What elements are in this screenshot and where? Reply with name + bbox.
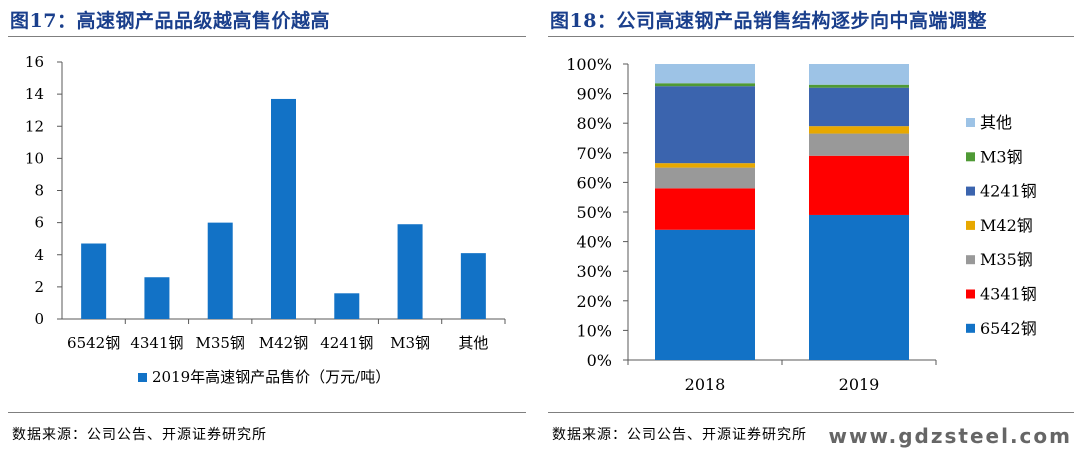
y-tick-label: 60% bbox=[576, 173, 612, 192]
stacked-bar-chart-structure: 0% 10% 20% 30% 40% 50% 60% 70% 80% 90% 100% 2018 201… bbox=[566, 55, 1037, 394]
stacked-segment bbox=[809, 214, 909, 360]
y-tick-label: 20% bbox=[576, 292, 612, 311]
stacked-segment bbox=[809, 84, 909, 88]
y-tick-label: 4 bbox=[34, 246, 44, 264]
bar bbox=[334, 293, 360, 319]
title-rule-right bbox=[548, 36, 1074, 37]
y-tick-label: 100% bbox=[566, 55, 612, 74]
stacked-segment bbox=[655, 64, 755, 84]
x-tick-label: M35钢 bbox=[195, 334, 244, 352]
legend-label: 其他 bbox=[980, 113, 1012, 132]
x-tick-label: 4341钢 bbox=[130, 334, 183, 352]
source-note-right: 数据来源：公司公告、开源证券研究所 bbox=[552, 427, 807, 443]
legend-swatch bbox=[966, 220, 975, 230]
stacked-segment bbox=[655, 83, 755, 87]
legend-swatch bbox=[966, 186, 975, 196]
y-tick-label: 40% bbox=[576, 233, 612, 252]
stacked-segment bbox=[809, 87, 909, 127]
site-watermark: www.gdzsteel.com bbox=[828, 424, 1072, 448]
y-tick-label: 14 bbox=[25, 85, 44, 103]
legend-label: M3钢 bbox=[980, 147, 1023, 166]
y-tick-label: 0 bbox=[34, 310, 44, 328]
left-panel: 图17：高速钢产品品级越高售价越高 0 2 4 6 8 10 12 14 16 6542钢 4341… bbox=[8, 10, 526, 443]
legend-swatch bbox=[966, 152, 975, 162]
y-tick-label: 30% bbox=[576, 262, 612, 281]
y-tick-label: 80% bbox=[576, 114, 612, 133]
legend-label: M35钢 bbox=[980, 250, 1033, 269]
bar-chart-price: 0 2 4 6 8 10 12 14 16 6542钢 4341钢 M35钢 M42钢 4241钢 M3钢 其… bbox=[25, 53, 506, 386]
bar bbox=[460, 253, 486, 319]
y-tick-label: 2 bbox=[34, 278, 44, 296]
figure-title-right: 图18：公司高速钢产品销售结构逐步向中高端调整 bbox=[550, 10, 987, 32]
legend-label: 4341钢 bbox=[980, 285, 1037, 304]
stacked-segment bbox=[809, 133, 909, 156]
bar bbox=[144, 277, 170, 319]
y-tick-label: 10% bbox=[576, 321, 612, 340]
right-panel: 图18：公司高速钢产品销售结构逐步向中高端调整 0% 10% 20% 30% 40% 50… bbox=[544, 0, 1080, 449]
y-tick-label: 0% bbox=[587, 351, 612, 370]
legend-swatch bbox=[138, 373, 147, 382]
stacked-segment bbox=[655, 188, 755, 230]
stacked-segment bbox=[809, 155, 909, 215]
bar bbox=[271, 98, 296, 319]
source-rule-right bbox=[548, 412, 1074, 413]
title-rule-left bbox=[8, 36, 526, 37]
stacked-segment bbox=[655, 86, 755, 164]
legend-label: M42钢 bbox=[980, 216, 1033, 235]
source-note-left: 数据来源：公司公告、开源证券研究所 bbox=[12, 427, 267, 443]
bar bbox=[397, 224, 423, 319]
legend-swatch bbox=[966, 255, 975, 265]
figure-title-left: 图17：高速钢产品品级越高售价越高 bbox=[10, 10, 330, 32]
x-tick-label: 4241钢 bbox=[320, 334, 373, 352]
y-tick-label: 10 bbox=[25, 149, 44, 167]
x-tick-label: 6542钢 bbox=[67, 334, 120, 352]
y-tick-label: 50% bbox=[576, 203, 612, 222]
legend-label: 2019年高速钢产品售价（万元/吨） bbox=[152, 368, 390, 386]
bar bbox=[207, 222, 233, 319]
legend-label: 4241钢 bbox=[980, 182, 1037, 201]
legend-label: 6542钢 bbox=[980, 319, 1037, 338]
x-tick-label: M3钢 bbox=[390, 334, 430, 352]
legend-swatch bbox=[966, 118, 975, 127]
legend-swatch bbox=[966, 323, 975, 333]
stacked-segment bbox=[655, 163, 755, 168]
legend-swatch bbox=[966, 289, 975, 299]
source-rule-left bbox=[8, 412, 526, 413]
bar bbox=[81, 243, 107, 319]
y-tick-label: 8 bbox=[34, 182, 44, 200]
stacked-segment bbox=[655, 167, 755, 189]
x-tick-label: 2019 bbox=[839, 375, 880, 394]
y-tick-label: 12 bbox=[25, 117, 44, 135]
x-tick-label: 其他 bbox=[458, 334, 488, 352]
y-tick-label: 6 bbox=[34, 214, 44, 232]
y-tick-label: 70% bbox=[576, 144, 612, 163]
y-tick-label: 16 bbox=[25, 53, 44, 71]
x-tick-label: 2018 bbox=[685, 375, 726, 394]
x-tick-label: M42钢 bbox=[259, 334, 308, 352]
stacked-segment bbox=[809, 126, 909, 134]
y-tick-label: 90% bbox=[576, 85, 612, 104]
stacked-segment bbox=[655, 229, 755, 360]
stacked-segment bbox=[809, 64, 909, 85]
